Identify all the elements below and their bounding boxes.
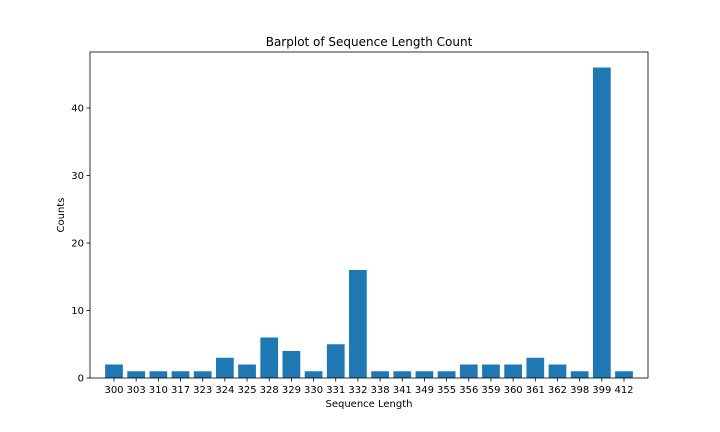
bar-330 <box>304 371 323 378</box>
bars-group <box>105 67 633 379</box>
x-tick-label: 399 <box>592 385 611 396</box>
bar-349 <box>415 371 434 378</box>
x-tick-label: 356 <box>459 385 478 396</box>
x-tick-label: 355 <box>437 385 456 396</box>
bar-300 <box>105 364 123 378</box>
x-tick-label: 349 <box>415 385 434 396</box>
bar-341 <box>393 371 412 378</box>
x-tick-label: 360 <box>504 385 523 396</box>
bar-355 <box>437 371 456 378</box>
bar-359 <box>482 364 500 378</box>
x-tick-label: 359 <box>481 385 500 396</box>
bar-338 <box>371 371 389 378</box>
x-tick-label: 323 <box>193 385 212 396</box>
x-tick-label: 300 <box>104 385 123 396</box>
y-tick-label: 10 <box>71 306 84 317</box>
plot-frame <box>89 51 649 379</box>
x-tick-label: 331 <box>326 385 345 396</box>
x-axis-label: Sequence Length <box>326 399 413 410</box>
x-tick-label: 338 <box>371 385 390 396</box>
bar-303 <box>127 371 146 378</box>
x-tick-label: 361 <box>526 385 545 396</box>
x-tick-label: 341 <box>393 385 412 396</box>
y-axis-label: Counts <box>56 198 67 233</box>
x-tick-label: 330 <box>304 385 323 396</box>
bar-328 <box>260 337 279 378</box>
bar-361 <box>526 357 545 378</box>
x-tick-label: 398 <box>570 385 589 396</box>
bar-356 <box>459 364 478 378</box>
bar-360 <box>504 364 522 378</box>
y-axis-ticks: 0 10 20 30 40 <box>71 104 90 385</box>
y-tick-label: 0 <box>78 374 84 385</box>
y-tick-label: 20 <box>71 239 84 250</box>
bar-323 <box>193 371 212 378</box>
x-tick-label: 324 <box>215 385 234 396</box>
y-tick-label: 30 <box>71 171 84 182</box>
x-tick-label: 325 <box>237 385 256 396</box>
bar-329 <box>282 351 301 378</box>
bar-317 <box>171 371 190 378</box>
x-axis-ticks: 300 303 310 317 323 324 325 328 329 330 331 332 338 3… <box>104 378 634 396</box>
bar-310 <box>149 371 168 378</box>
x-tick-label: 328 <box>260 385 279 396</box>
bar-331 <box>326 344 345 378</box>
x-tick-label: 332 <box>348 385 367 396</box>
bar-325 <box>238 364 256 378</box>
bar-412 <box>615 371 633 378</box>
x-tick-label: 310 <box>149 385 168 396</box>
bar-362 <box>548 364 567 378</box>
bar-324 <box>216 357 234 378</box>
chart-title: Barplot of Sequence Length Count <box>266 35 473 49</box>
bar-398 <box>570 371 589 378</box>
x-tick-label: 362 <box>548 385 567 396</box>
x-tick-label: 303 <box>127 385 146 396</box>
x-tick-label: 329 <box>282 385 301 396</box>
y-tick-label: 40 <box>71 104 84 115</box>
x-tick-label: 412 <box>614 385 633 396</box>
x-tick-label: 317 <box>171 385 190 396</box>
bar-332 <box>349 270 367 378</box>
bar-399 <box>592 67 611 379</box>
